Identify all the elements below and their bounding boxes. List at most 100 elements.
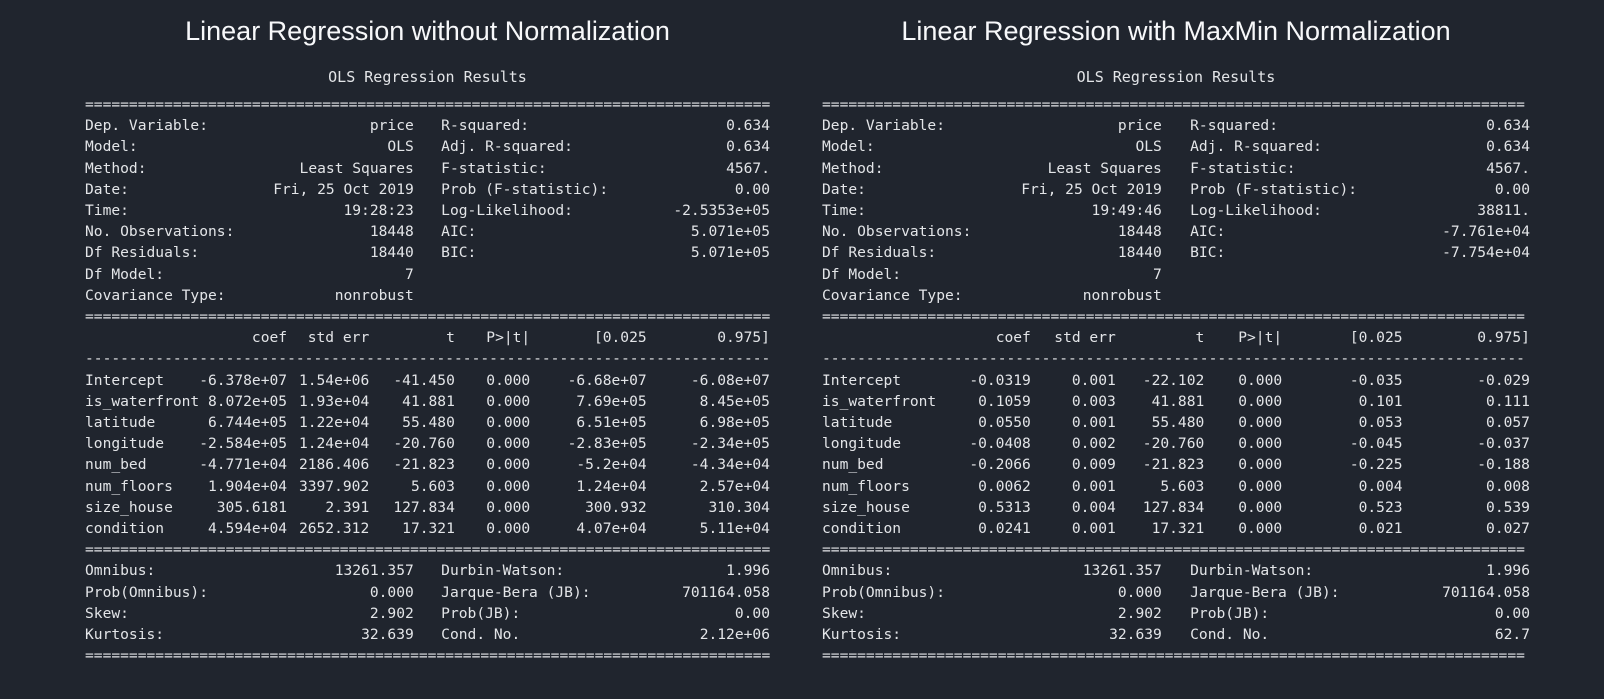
stat-label: BIC: xyxy=(441,244,477,262)
t-value: 41.881 xyxy=(1151,392,1205,410)
stat-label: BIC: xyxy=(1190,244,1226,262)
stat-value: 0.634 xyxy=(726,138,770,156)
stat-label: Cond. No. xyxy=(441,626,521,644)
stat-value: 62.7 xyxy=(1494,626,1530,644)
p-value: 0.000 xyxy=(486,520,531,538)
std-err-value: 0.001 xyxy=(1071,414,1116,432)
separator-double: ========================================… xyxy=(85,308,770,326)
stat-value: 18448 xyxy=(1117,223,1162,241)
p-value: 0.000 xyxy=(1238,477,1283,495)
separator-double: ========================================… xyxy=(822,96,1525,113)
coef-variable-name: Intercept xyxy=(85,371,165,389)
stat-label: Df Residuals: xyxy=(822,244,937,262)
ci-lower-value: 1.24e+04 xyxy=(576,477,647,495)
column-gap xyxy=(1162,582,1190,603)
coef-value: 0.5313 xyxy=(978,498,1031,516)
stat-value: nonrobust xyxy=(334,286,414,304)
stat-value: 0.00 xyxy=(1494,604,1530,622)
stat-label: F-statistic: xyxy=(441,159,547,177)
coef-header-row: coef std err t P>|t| [0.025 0.975] xyxy=(85,327,770,348)
panel-content: Linear Regression without Normalization … xyxy=(85,16,770,666)
stat-value: 18440 xyxy=(369,244,414,262)
page: Linear Regression without Normalization … xyxy=(85,16,1530,666)
stat-label: Prob(Omnibus): xyxy=(85,583,209,601)
stat-value: 18440 xyxy=(1117,244,1162,262)
stat-label: No. Observations: xyxy=(822,223,972,241)
stat-value: 0.634 xyxy=(726,117,770,135)
stat-value: 0.00 xyxy=(1494,180,1530,198)
summary-info-row: Method: Least Squares F-statistic: 4567. xyxy=(822,158,1530,179)
t-value: 5.603 xyxy=(1160,477,1205,495)
stat-label: Kurtosis: xyxy=(822,626,902,644)
coef-row: latitude 6.744e+05 1.22e+04 55.480 0.000… xyxy=(85,412,770,433)
std-err-value: 0.001 xyxy=(1071,371,1116,389)
stat-value: 32.639 xyxy=(1109,626,1162,644)
coef-variable-name: condition xyxy=(822,520,902,538)
t-value: -41.450 xyxy=(393,371,455,389)
coef-header-cell: P>|t| xyxy=(1238,329,1283,347)
p-value: 0.000 xyxy=(486,414,531,432)
coef-row: is_waterfront 8.072e+05 1.93e+04 41.881 … xyxy=(85,391,770,412)
t-value: 55.480 xyxy=(402,414,455,432)
coef-variable-name: num_bed xyxy=(822,456,884,474)
coef-variable-name: num_bed xyxy=(85,456,147,474)
column-gap xyxy=(414,115,441,136)
t-value: -22.102 xyxy=(1142,371,1205,389)
stat-label: Durbin-Watson: xyxy=(1190,562,1314,580)
ci-lower-value: 0.004 xyxy=(1358,477,1403,495)
t-value: 127.834 xyxy=(1142,498,1205,516)
column-gap xyxy=(414,179,441,200)
summary-stats-row: Prob(Omnibus): 0.000 Jarque-Bera (JB): 7… xyxy=(822,582,1530,603)
separator-double: ========================================… xyxy=(85,96,770,113)
ci-upper-value: 0.539 xyxy=(1486,498,1530,516)
ci-upper-value: 0.111 xyxy=(1486,392,1530,410)
coef-row: num_bed -0.2066 0.009 -21.823 0.000 -0.2… xyxy=(822,454,1530,475)
stat-label: Df Residuals: xyxy=(85,244,200,262)
column-gap xyxy=(1162,158,1190,179)
column-gap xyxy=(1162,221,1190,242)
ci-lower-value: 0.021 xyxy=(1358,520,1403,538)
summary-info-row: Df Residuals: 18440 BIC: 5.071e+05 xyxy=(85,242,770,263)
std-err-value: 0.001 xyxy=(1071,520,1116,538)
ci-lower-value: 6.51e+05 xyxy=(576,414,647,432)
coef-value: 0.0550 xyxy=(978,414,1031,432)
coef-value: -0.2066 xyxy=(969,456,1031,474)
stat-label: Prob(JB): xyxy=(441,604,521,622)
stat-label: Adj. R-squared: xyxy=(441,138,573,156)
stat-label: Date: xyxy=(85,180,129,198)
stat-label: Skew: xyxy=(822,604,866,622)
coef-value: -4.771e+04 xyxy=(199,456,288,474)
stat-label: Df Model: xyxy=(822,265,902,283)
summary-stats-row: Skew: 2.902 Prob(JB): 0.00 xyxy=(822,603,1530,624)
coef-row: condition 0.0241 0.001 17.321 0.000 0.02… xyxy=(822,518,1530,539)
stat-value: nonrobust xyxy=(1082,286,1162,304)
coef-header-row: coef std err t P>|t| [0.025 0.975] xyxy=(822,327,1530,348)
coef-header-cell: [0.025 xyxy=(1349,329,1403,347)
coef-value: -0.0319 xyxy=(969,371,1031,389)
coef-variable-name: is_waterfront xyxy=(85,392,200,410)
stat-label: Time: xyxy=(85,202,129,220)
summary-stats-row: Kurtosis: 32.639 Cond. No. 2.12e+06 xyxy=(85,624,770,645)
stat-label: Method: xyxy=(822,159,884,177)
column-gap xyxy=(414,285,441,306)
stat-value: price xyxy=(1117,117,1162,135)
stat-value: 0.00 xyxy=(734,180,770,198)
ci-upper-value: -0.188 xyxy=(1477,456,1530,474)
summary-info-row: Dep. Variable: price R-squared: 0.634 xyxy=(85,115,770,136)
summary-info-row: Covariance Type: nonrobust xyxy=(85,285,770,306)
ci-lower-value: -6.68e+07 xyxy=(567,371,647,389)
coef-variable-name: latitude xyxy=(822,414,893,432)
column-gap xyxy=(1162,115,1190,136)
separator-double: ========================================… xyxy=(85,541,770,559)
stat-value: 18448 xyxy=(369,223,414,241)
summary-info-row: Date: Fri, 25 Oct 2019 Prob (F-statistic… xyxy=(822,179,1530,200)
coef-variable-name: is_waterfront xyxy=(822,392,937,410)
stat-label: Omnibus: xyxy=(822,562,893,580)
coef-variable-name: longitude xyxy=(822,435,902,453)
summary-info-row: No. Observations: 18448 AIC: -7.761e+04 xyxy=(822,221,1530,242)
ci-lower-value: -0.045 xyxy=(1349,435,1403,453)
coef-variable-name: condition xyxy=(85,520,165,538)
stat-label: Dep. Variable: xyxy=(822,117,946,135)
coef-header-cell: [0.025 xyxy=(593,329,647,347)
stat-label xyxy=(441,264,633,285)
